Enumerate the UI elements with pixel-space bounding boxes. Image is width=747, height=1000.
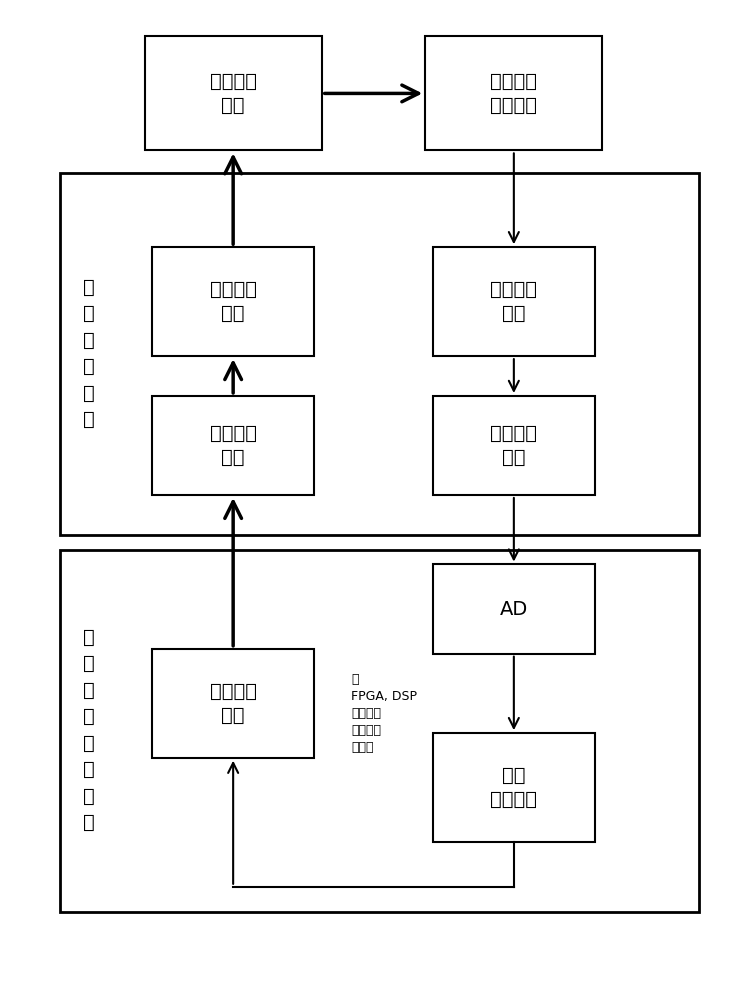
Text: 基带信号
调制: 基带信号 调制 [210, 682, 257, 725]
Text: 解调
同步电路: 解调 同步电路 [490, 766, 537, 809]
Bar [152, 396, 314, 495]
Bar [433, 564, 595, 654]
Text: 中频信号
调制: 中频信号 调制 [210, 424, 257, 467]
Text: 中频信号
解调: 中频信号 解调 [490, 424, 537, 467]
Text: 射频发射
单元: 射频发射 单元 [210, 72, 257, 115]
Text: 基
带
信
号
处
理
模
块: 基 带 信 号 处 理 模 块 [83, 628, 95, 832]
Text: 由
FPGA, DSP
经过信号
处理得到
时间差: 由 FPGA, DSP 经过信号 处理得到 时间差 [351, 673, 418, 754]
Text: 射频发射
反馈单元: 射频发射 反馈单元 [490, 72, 537, 115]
Bar [152, 247, 314, 356]
Bar [433, 247, 595, 356]
Bar [425, 36, 603, 150]
Bar [60, 173, 698, 535]
Text: 中频发射
单元: 中频发射 单元 [210, 280, 257, 323]
Text: 中频接收
单元: 中频接收 单元 [490, 280, 537, 323]
Bar [433, 396, 595, 495]
Bar [152, 649, 314, 758]
Bar [60, 550, 698, 912]
Text: AD: AD [500, 600, 528, 619]
Bar [144, 36, 322, 150]
Text: 中
频
处
理
模
块: 中 频 处 理 模 块 [83, 277, 95, 429]
Bar [433, 733, 595, 842]
